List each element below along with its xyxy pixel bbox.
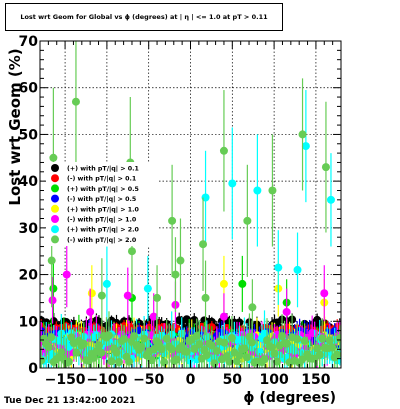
legend-marker — [51, 164, 59, 172]
data-point — [125, 357, 134, 366]
legend-entry: (+) with pT/|q| > 0.5 — [67, 186, 139, 194]
data-point — [227, 334, 236, 343]
data-point — [282, 307, 291, 316]
y-tick-label: 30 — [19, 221, 39, 237]
data-point — [115, 357, 124, 366]
data-point — [320, 289, 329, 298]
legend-marker — [51, 215, 59, 223]
y-tick-label: 70 — [19, 34, 39, 50]
data-point — [243, 216, 252, 225]
data-point — [333, 350, 341, 359]
data-point — [86, 307, 95, 316]
x-tick-label: −50 — [133, 372, 164, 388]
data-point — [293, 265, 302, 274]
data-point — [123, 291, 132, 300]
data-point — [104, 331, 113, 340]
data-point — [201, 293, 210, 302]
x-tick-label: 150 — [301, 372, 330, 388]
data-point — [274, 263, 283, 272]
x-tick-label: 0 — [186, 372, 196, 388]
y-tick-label: 60 — [19, 81, 39, 97]
data-point — [127, 247, 136, 256]
y-axis-label: Lost wrt Geom (%) — [6, 48, 24, 205]
y-tick-label: 40 — [19, 174, 39, 190]
data-point — [219, 279, 228, 288]
data-point — [219, 312, 228, 321]
data-point — [176, 256, 185, 265]
y-tick-label: 20 — [19, 268, 39, 284]
y-tick-label: 0 — [28, 361, 38, 377]
x-tick-label: 50 — [223, 372, 243, 388]
legend-marker — [51, 184, 59, 193]
chart-title: Lost wrt Geom for Global vs ϕ (degrees) … — [20, 13, 268, 21]
data-point — [47, 333, 56, 342]
data-point — [293, 335, 302, 344]
timestamp: Tue Dec 21 13:42:00 2021 — [4, 396, 136, 406]
data-point — [64, 357, 73, 366]
data-point — [48, 296, 57, 305]
data-point — [335, 334, 341, 343]
legend-box — [46, 162, 158, 246]
data-point — [97, 291, 106, 300]
data-point — [40, 356, 46, 365]
legend-entry: (+) with pT/|q| > 1.0 — [67, 206, 140, 214]
data-point — [253, 186, 262, 195]
data-point — [247, 338, 256, 347]
axis-layer: −150 −100 −50 0 50 100 150 0 10 20 30 40 50 60 70 — [19, 34, 342, 388]
y-tick-label: 50 — [19, 127, 39, 143]
chart-title-box: Lost wrt Geom for Global vs ϕ (degrees) … — [5, 3, 283, 31]
data-point — [228, 179, 237, 188]
data-point — [321, 163, 330, 172]
x-tick-label: −150 — [45, 372, 86, 388]
data-point — [120, 334, 129, 343]
legend-marker — [51, 235, 59, 244]
data-point — [87, 289, 96, 298]
data-point — [326, 195, 335, 204]
data-point — [248, 303, 257, 312]
data-point — [199, 240, 208, 249]
legend: (+) with pT/|q| > 0.1 (-) with pT/|q| > 0… — [46, 162, 158, 246]
legend-entry: (+) with pT/|q| > 2.0 — [67, 227, 140, 235]
series-7 — [40, 41, 341, 368]
data-point — [143, 284, 152, 293]
legend-marker — [51, 194, 59, 203]
data-point — [301, 142, 310, 151]
data-point — [160, 358, 169, 367]
data-point — [62, 270, 71, 279]
legend-marker — [51, 204, 59, 213]
data-point — [298, 130, 307, 139]
data-point — [71, 97, 80, 106]
data-point — [153, 293, 162, 302]
data-point — [149, 312, 158, 321]
data-point — [49, 284, 58, 293]
data-layer — [40, 41, 341, 368]
data-point — [238, 279, 247, 288]
data-point — [97, 348, 106, 357]
data-point — [171, 270, 180, 279]
data-point — [207, 341, 216, 350]
y-tick-label: 10 — [19, 314, 39, 330]
data-point — [49, 153, 58, 162]
legend-entry: (+) with pT/|q| > 0.1 — [67, 166, 139, 174]
data-point — [219, 146, 228, 155]
legend-marker — [51, 225, 59, 234]
legend-entry: (-) with pT/|q| > 1.0 — [67, 217, 137, 225]
data-point — [102, 279, 111, 288]
legend-entry: (-) with pT/|q| > 2.0 — [67, 237, 137, 245]
data-point — [168, 216, 177, 225]
data-point — [268, 186, 277, 195]
legend-entry: (-) with pT/|q| > 0.1 — [67, 176, 136, 184]
x-tick-label: −100 — [86, 372, 127, 388]
x-tick-label: 100 — [259, 372, 288, 388]
legend-entry: (-) with pT/|q| > 0.5 — [67, 196, 136, 204]
legend-marker — [51, 174, 59, 183]
data-point — [47, 256, 56, 265]
x-axis-label: ϕ (degrees) — [243, 390, 336, 406]
